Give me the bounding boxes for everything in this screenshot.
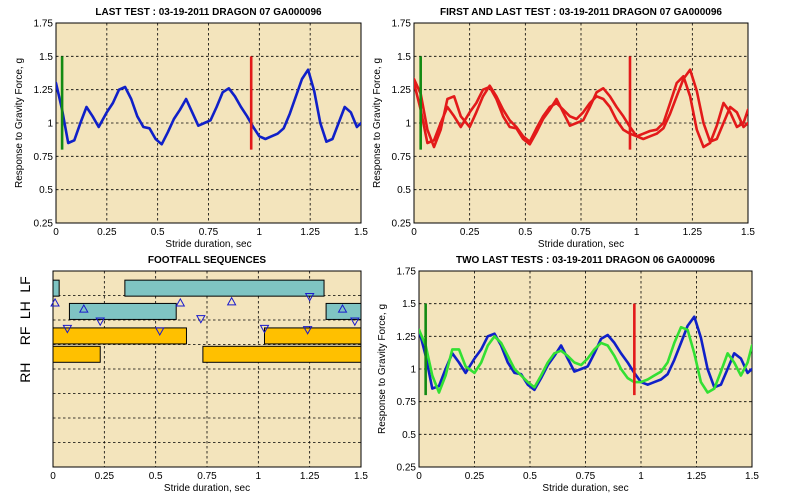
footfall-triangle-marker-12 — [302, 326, 313, 335]
two_last-y-tick-label: 0.75 — [397, 397, 417, 408]
first_and_last-y-tick-label: 0.25 — [392, 219, 412, 230]
footfall-bar-7 — [202, 345, 362, 363]
two_last-x-axis-title: Stride duration, sec — [542, 483, 628, 494]
first_and_last-x-tick-label: 1.5 — [741, 227, 755, 238]
footfall-triangle-marker-2 — [226, 296, 237, 306]
footfall-bar-1 — [124, 279, 325, 297]
footfall-x-axis-title: Stride duration, sec — [164, 483, 250, 494]
first_and_last-y-tick-label: 0.5 — [397, 185, 411, 196]
first_and_last-x-tick-label: 1.25 — [683, 227, 703, 238]
last_test-x-tick-label: 1.5 — [354, 227, 368, 238]
first_and_last-x-tick-label: 0.25 — [460, 227, 480, 238]
first_and_last-y-tick-label: 0.75 — [392, 152, 412, 163]
two_last-y-tick-label: 1.25 — [397, 332, 417, 343]
footfall-triangle-marker-4 — [78, 303, 89, 313]
two_last-series-1-line — [419, 325, 752, 394]
first_and_last-y-tick-label: 1 — [405, 119, 411, 130]
two_last-x-tick-label: 1.5 — [745, 471, 759, 482]
first_and_last-y-tick-label: 1.25 — [392, 85, 412, 96]
footfall-triangle-marker-3 — [304, 293, 315, 302]
two_last-y-axis-title: Response to Gravity Force, g — [377, 304, 388, 434]
first_and_last-x-tick-label: 0.5 — [518, 227, 532, 238]
footfall-x-tick-label: 1.25 — [300, 471, 320, 482]
two_last-x-tick-label: 1.25 — [687, 471, 707, 482]
first_and_last-series-0-line — [414, 68, 748, 146]
footfall-x-tick-label: 1 — [256, 471, 262, 482]
two_last-title: TWO LAST TESTS : 03-19-2011 DRAGON 06 GA… — [456, 255, 715, 266]
lane-label-lf: LF — [17, 276, 33, 292]
two_last-y-tick-label: 0.25 — [397, 463, 417, 474]
footfall-x-tick-label: 0 — [50, 471, 56, 482]
last_test-y-tick-label: 1.75 — [34, 19, 54, 30]
lane-label-rh: RH — [17, 363, 33, 383]
last_test-x-tick-label: 1 — [257, 227, 263, 238]
last_test-y-tick-label: 1.5 — [39, 52, 53, 63]
two_last-y-tick-label: 1.5 — [402, 299, 416, 310]
footfall-triangle-marker-5 — [337, 303, 348, 313]
footfall-title: FOOTFALL SEQUENCES — [148, 255, 266, 266]
last_test-y-tick-label: 0.25 — [34, 219, 54, 230]
first_and_last-x-tick-label: 1 — [634, 227, 640, 238]
footfall-triangle-marker-1 — [175, 297, 186, 307]
footfall-bar-2 — [68, 302, 177, 320]
footfall-bar-3 — [325, 302, 362, 320]
first_and_last-y-tick-label: 1.5 — [397, 52, 411, 63]
last_test-x-tick-label: 0.25 — [97, 227, 117, 238]
first_and_last-x-axis-title: Stride duration, sec — [538, 239, 624, 250]
footfall-triangle-marker-11 — [259, 324, 270, 334]
two_last-x-tick-label: 1 — [638, 471, 644, 482]
last_test-series-0-line — [56, 68, 361, 146]
last_test-y-tick-label: 1.25 — [34, 85, 54, 96]
footfall-x-tick-label: 0.75 — [197, 471, 217, 482]
two_last-series-0-line — [419, 315, 752, 392]
last_test-x-tick-label: 0.5 — [151, 227, 165, 238]
last_test-y-tick-label: 0.5 — [39, 185, 53, 196]
last_test-y-tick-label: 1 — [47, 119, 53, 130]
first_and_last-y-tick-label: 1.75 — [392, 19, 412, 30]
last_test-title: LAST TEST : 03-19-2011 DRAGON 07 GA00009… — [95, 7, 322, 18]
last_test-x-axis-title: Stride duration, sec — [165, 239, 251, 250]
last_test-y-axis-title: Response to Gravity Force, g — [14, 58, 25, 188]
two_last-x-tick-label: 0.25 — [465, 471, 485, 482]
footfall-x-tick-label: 0.25 — [95, 471, 115, 482]
last_test-x-tick-label: 0 — [53, 227, 59, 238]
two_last-x-tick-label: 0.5 — [523, 471, 537, 482]
footfall-triangle-marker-7 — [195, 315, 206, 324]
footfall-bar-0 — [52, 279, 60, 297]
two_last-y-tick-label: 0.5 — [402, 430, 416, 441]
two_last-y-tick-label: 1.75 — [397, 267, 417, 278]
first_and_last-y-axis-title: Response to Gravity Force, g — [372, 58, 383, 188]
footfall-triangle-marker-10 — [154, 327, 165, 337]
two_last-x-tick-label: 0.75 — [576, 471, 596, 482]
last_test-x-tick-label: 1.25 — [300, 227, 320, 238]
footfall-x-tick-label: 0.5 — [149, 471, 163, 482]
last_test-x-tick-label: 0.75 — [199, 227, 219, 238]
footfall-x-tick-label: 1.5 — [354, 471, 368, 482]
footfall-bar-4 — [52, 327, 187, 345]
first_and_last-x-tick-label: 0.75 — [571, 227, 591, 238]
footfall-triangle-marker-0 — [50, 297, 60, 307]
footfall-triangle-marker-9 — [62, 324, 73, 334]
footfall-triangle-marker-6 — [95, 317, 106, 327]
two_last-x-tick-label: 0 — [416, 471, 422, 482]
footfall-bar-6 — [52, 345, 101, 363]
first_and_last-series-1-line — [414, 75, 748, 149]
two_last-y-tick-label: 1 — [410, 365, 416, 376]
lane-label-lh: LH — [17, 301, 33, 319]
footfall-triangle-marker-8 — [349, 317, 360, 327]
first_and_last-title: FIRST AND LAST TEST : 03-19-2011 DRAGON … — [440, 7, 722, 18]
lane-label-rf: RF — [17, 327, 33, 346]
last_test-y-tick-label: 0.75 — [34, 152, 54, 163]
first_and_last-x-tick-label: 0 — [411, 227, 417, 238]
footfall-bar-5 — [263, 327, 362, 345]
